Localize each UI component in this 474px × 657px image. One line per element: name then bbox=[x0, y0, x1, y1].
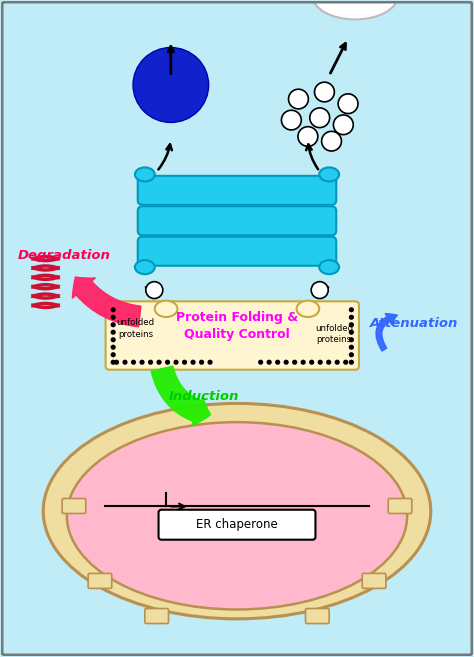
Circle shape bbox=[292, 359, 297, 365]
Circle shape bbox=[131, 359, 136, 365]
Circle shape bbox=[110, 359, 116, 365]
Text: Protein Folding &
Quality Control: Protein Folding & Quality Control bbox=[176, 311, 298, 341]
Circle shape bbox=[289, 89, 309, 109]
Ellipse shape bbox=[319, 260, 339, 274]
Circle shape bbox=[110, 330, 116, 335]
FancyBboxPatch shape bbox=[106, 302, 359, 370]
Text: Degradation: Degradation bbox=[18, 250, 111, 262]
FancyArrowPatch shape bbox=[151, 366, 210, 426]
Ellipse shape bbox=[155, 301, 177, 317]
Circle shape bbox=[199, 359, 204, 365]
Circle shape bbox=[110, 345, 116, 350]
Ellipse shape bbox=[135, 168, 155, 181]
Circle shape bbox=[266, 359, 272, 365]
Ellipse shape bbox=[313, 0, 398, 20]
FancyArrowPatch shape bbox=[376, 313, 397, 351]
Text: unfolded
proteins: unfolded proteins bbox=[315, 324, 353, 344]
Circle shape bbox=[148, 359, 153, 365]
Text: ER chaperone: ER chaperone bbox=[196, 518, 278, 532]
Circle shape bbox=[110, 337, 116, 342]
Circle shape bbox=[258, 359, 263, 365]
Circle shape bbox=[326, 359, 331, 365]
Circle shape bbox=[122, 359, 128, 365]
Circle shape bbox=[191, 359, 196, 365]
Ellipse shape bbox=[297, 301, 319, 317]
FancyBboxPatch shape bbox=[388, 499, 412, 514]
FancyBboxPatch shape bbox=[138, 176, 336, 205]
Circle shape bbox=[311, 282, 328, 298]
FancyBboxPatch shape bbox=[145, 608, 168, 623]
Circle shape bbox=[110, 322, 116, 327]
Text: Induction: Induction bbox=[169, 390, 239, 403]
Circle shape bbox=[208, 359, 213, 365]
Circle shape bbox=[349, 315, 354, 320]
Circle shape bbox=[349, 330, 354, 335]
Circle shape bbox=[165, 359, 170, 365]
Ellipse shape bbox=[319, 168, 339, 181]
Text: unfolded
proteins: unfolded proteins bbox=[116, 319, 155, 338]
FancyBboxPatch shape bbox=[62, 499, 86, 514]
Circle shape bbox=[310, 108, 329, 127]
Circle shape bbox=[321, 131, 341, 151]
Circle shape bbox=[298, 127, 318, 147]
Circle shape bbox=[282, 110, 301, 130]
FancyBboxPatch shape bbox=[362, 574, 386, 589]
Circle shape bbox=[349, 322, 354, 327]
Circle shape bbox=[315, 82, 334, 102]
Circle shape bbox=[349, 352, 354, 357]
Circle shape bbox=[182, 359, 187, 365]
FancyBboxPatch shape bbox=[138, 206, 336, 235]
Circle shape bbox=[335, 359, 340, 365]
FancyBboxPatch shape bbox=[306, 608, 329, 623]
Ellipse shape bbox=[43, 403, 431, 619]
Circle shape bbox=[133, 47, 209, 122]
Circle shape bbox=[349, 337, 354, 342]
Circle shape bbox=[349, 359, 354, 365]
Circle shape bbox=[283, 359, 289, 365]
Circle shape bbox=[110, 307, 116, 312]
FancyArrowPatch shape bbox=[73, 277, 141, 327]
Circle shape bbox=[349, 345, 354, 350]
Circle shape bbox=[338, 94, 358, 114]
Circle shape bbox=[318, 359, 323, 365]
Circle shape bbox=[146, 282, 163, 298]
Circle shape bbox=[275, 359, 280, 365]
Circle shape bbox=[309, 359, 314, 365]
Circle shape bbox=[349, 307, 354, 312]
Circle shape bbox=[301, 359, 306, 365]
Circle shape bbox=[343, 359, 348, 365]
Circle shape bbox=[139, 359, 145, 365]
FancyBboxPatch shape bbox=[158, 510, 316, 539]
Circle shape bbox=[110, 352, 116, 357]
Circle shape bbox=[333, 115, 353, 135]
Circle shape bbox=[114, 359, 119, 365]
Circle shape bbox=[156, 359, 162, 365]
Text: Attenuation: Attenuation bbox=[370, 317, 458, 330]
Ellipse shape bbox=[67, 422, 407, 610]
Ellipse shape bbox=[135, 260, 155, 274]
Circle shape bbox=[173, 359, 179, 365]
Circle shape bbox=[110, 315, 116, 320]
FancyBboxPatch shape bbox=[88, 574, 112, 589]
FancyBboxPatch shape bbox=[138, 237, 336, 265]
